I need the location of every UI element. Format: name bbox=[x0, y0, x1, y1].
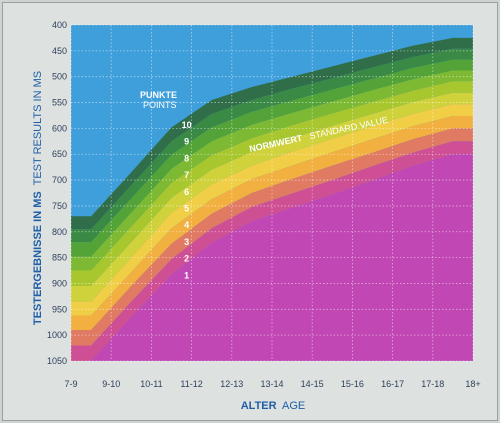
grid bbox=[70, 24, 474, 362]
chart: 400 450 500 550 600 650 700 750 800 850 900 950 1000… bbox=[32, 20, 481, 412]
y-tick-label: 850 bbox=[52, 253, 67, 263]
x-tick-label: 12-13 bbox=[220, 379, 243, 389]
points-label-6: 6 bbox=[184, 187, 189, 197]
y-tick-label: 550 bbox=[52, 98, 67, 108]
x-tick-label: 13-14 bbox=[260, 379, 283, 389]
points-label-2: 2 bbox=[184, 254, 189, 264]
x-tick-label: 7-9 bbox=[64, 379, 77, 389]
y-tick-label: 750 bbox=[52, 201, 67, 211]
y-tick-label: 900 bbox=[52, 278, 67, 288]
y-tick-label: 450 bbox=[52, 46, 67, 56]
x-tick-labels: 7-9 9-10 10-11 11-12 12-13 13-14 14-15 15-16 16-… bbox=[64, 379, 480, 389]
x-tick-label: 14-15 bbox=[301, 379, 324, 389]
y-tick-label: 950 bbox=[52, 304, 67, 314]
x-tick-label: 10-11 bbox=[140, 379, 162, 389]
legend-header-points: POINTS bbox=[143, 100, 177, 110]
y-tick-label: 400 bbox=[52, 20, 67, 30]
x-tick-label: 11-12 bbox=[180, 379, 202, 389]
x-tick-label: 18+ bbox=[465, 379, 480, 389]
x-tick-label: 17-18 bbox=[421, 379, 444, 389]
points-label-3: 3 bbox=[184, 237, 189, 247]
points-label-5: 5 bbox=[184, 204, 189, 214]
y-tick-label: 500 bbox=[52, 72, 67, 82]
points-label-4: 4 bbox=[184, 220, 189, 230]
points-label-7: 7 bbox=[184, 170, 189, 180]
y-tick-labels: 400 450 500 550 600 650 700 750 800 850 900 950 1000… bbox=[47, 20, 67, 366]
y-tick-label: 650 bbox=[52, 149, 67, 159]
y-tick-label: 800 bbox=[52, 227, 67, 237]
x-tick-label: 15-16 bbox=[341, 379, 364, 389]
y-tick-label: 700 bbox=[52, 175, 67, 185]
y-tick-label: 1000 bbox=[47, 330, 67, 340]
legend-header-punkte: PUNKTE bbox=[140, 90, 177, 100]
points-label-10: 10 bbox=[182, 120, 192, 130]
points-label-9: 9 bbox=[184, 137, 189, 147]
y-tick-label: 1050 bbox=[47, 356, 67, 366]
band-10 bbox=[71, 141, 473, 361]
points-label-1: 1 bbox=[184, 270, 189, 280]
x-axis-title: ALTER AGE bbox=[241, 400, 306, 412]
y-tick-label: 600 bbox=[52, 123, 67, 133]
y-axis-title: TESTERGEBNISSE IN MS TEST RESULTS IN MS bbox=[32, 71, 44, 325]
points-label-8: 8 bbox=[184, 153, 189, 163]
points-labels: 10 9 8 7 6 5 4 3 2 1 bbox=[182, 120, 192, 280]
x-tick-label: 16-17 bbox=[381, 379, 404, 389]
x-tick-label: 9-10 bbox=[102, 379, 120, 389]
